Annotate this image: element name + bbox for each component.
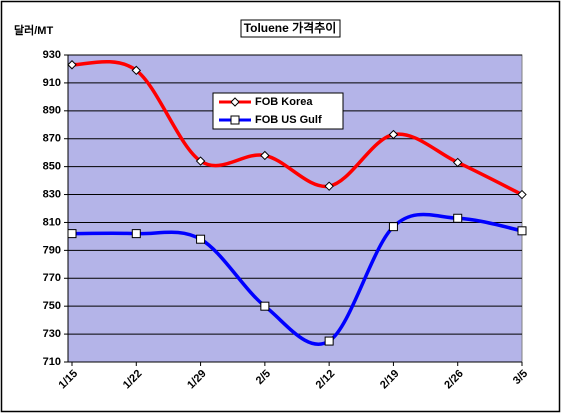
title-box xyxy=(240,19,341,38)
point-marker xyxy=(388,129,399,140)
y-tick-label: 770 xyxy=(43,272,61,284)
point-marker xyxy=(324,336,334,346)
point-marker xyxy=(453,157,463,168)
y-tick-label: 910 xyxy=(43,77,61,89)
point-marker xyxy=(388,222,398,232)
legend-label: FOB US Gulf xyxy=(255,114,322,126)
point-marker xyxy=(131,65,141,76)
point-marker xyxy=(260,301,270,311)
point-marker xyxy=(230,115,240,125)
series-line xyxy=(71,212,523,346)
legend-label: FOB Korea xyxy=(255,96,313,108)
y-tick-label: 890 xyxy=(43,105,61,117)
point-marker xyxy=(196,234,206,244)
y-tick-label: 750 xyxy=(43,300,61,312)
y-tick-label: 870 xyxy=(43,133,61,145)
point-marker xyxy=(453,213,463,223)
chart-title: Toluene 가격추이 xyxy=(244,20,337,35)
y-tick-label: 730 xyxy=(43,328,61,340)
y-tick-label: 810 xyxy=(43,216,61,228)
y-tick-label: 790 xyxy=(43,244,61,256)
point-marker xyxy=(67,229,77,239)
point-marker xyxy=(195,156,206,166)
y-tick-label: 850 xyxy=(43,161,61,173)
point-marker xyxy=(260,150,270,161)
point-marker xyxy=(517,226,527,236)
point-marker xyxy=(517,189,527,200)
point-marker xyxy=(230,97,240,107)
point-marker xyxy=(131,229,141,239)
y-tick-label: 830 xyxy=(43,188,61,200)
y-axis-label: 달러/MT xyxy=(14,23,53,37)
y-tick-label: 710 xyxy=(43,356,61,368)
point-marker xyxy=(67,60,77,70)
series-line xyxy=(71,59,523,197)
point-marker xyxy=(324,181,334,191)
y-tick-label: 930 xyxy=(43,49,61,61)
